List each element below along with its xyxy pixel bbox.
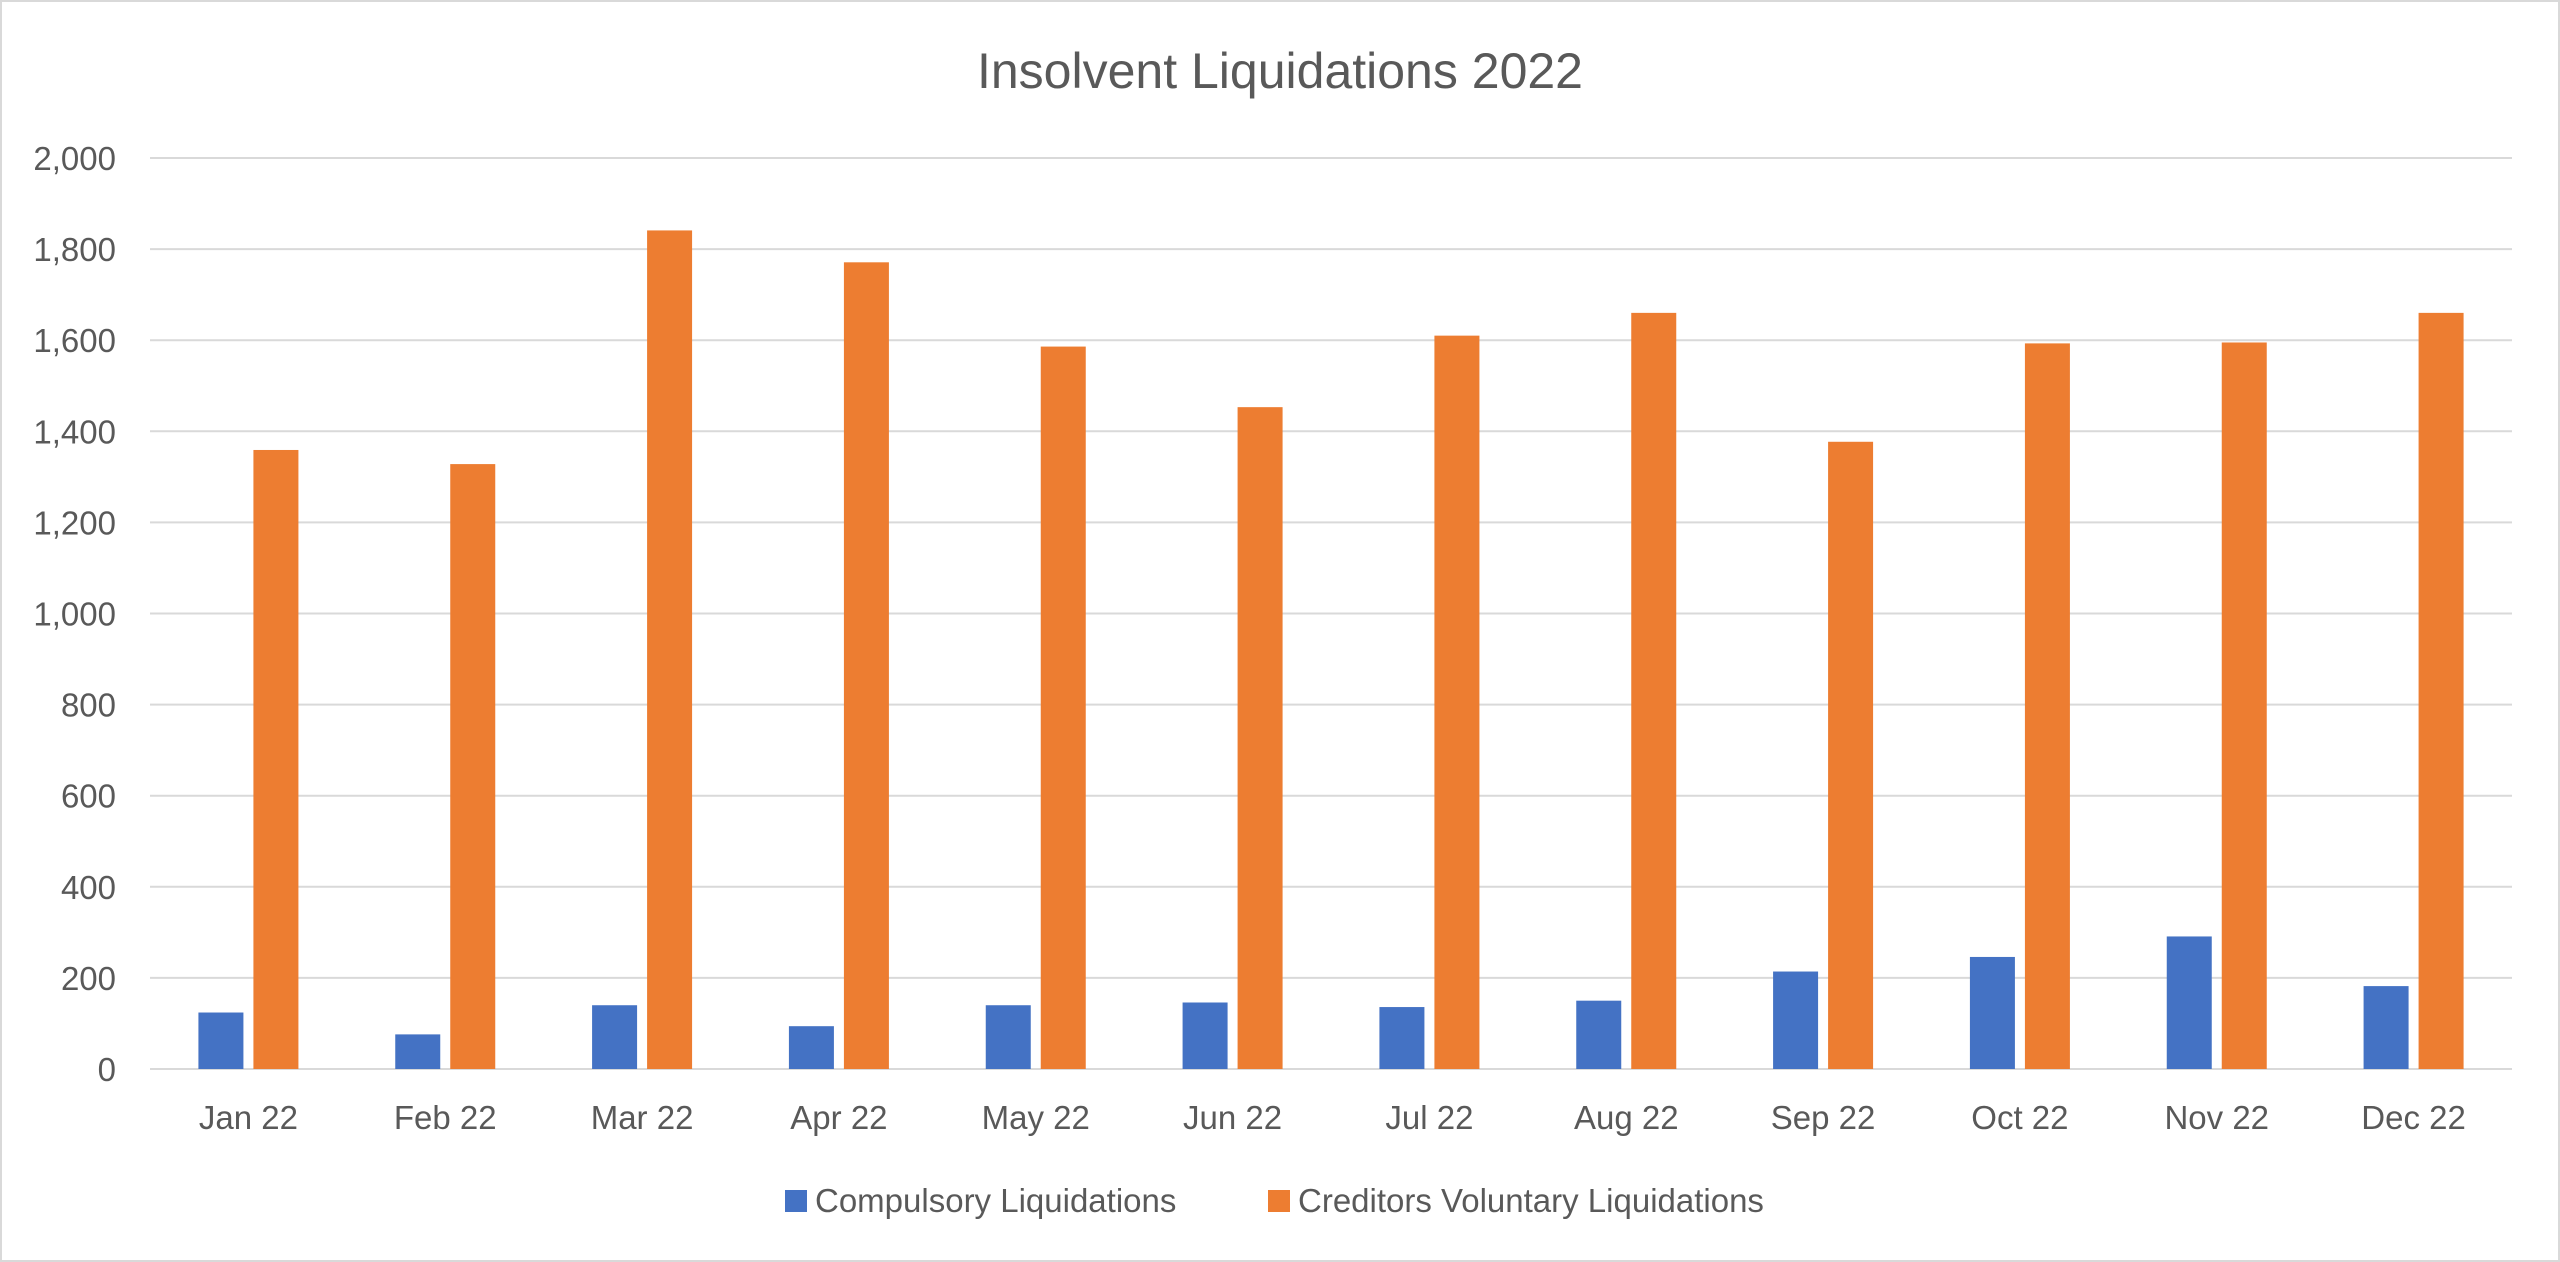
bar-creditors-voluntary bbox=[2221, 342, 2267, 1069]
x-tick-label: Mar 22 bbox=[591, 1099, 694, 1136]
legend: Compulsory Liquidations Creditors Volunta… bbox=[785, 1182, 1764, 1219]
x-tick-label: Aug 22 bbox=[1574, 1099, 1679, 1136]
bar-compulsory bbox=[1576, 1000, 1622, 1069]
x-tick-label: Apr 22 bbox=[790, 1099, 887, 1136]
bar-compulsory bbox=[2363, 986, 2409, 1069]
bar-compulsory bbox=[395, 1034, 441, 1069]
x-tick-label: Feb 22 bbox=[394, 1099, 497, 1136]
y-tick-label: 2,000 bbox=[33, 140, 116, 177]
bar-compulsory bbox=[1379, 1007, 1425, 1069]
bar-creditors-voluntary bbox=[843, 262, 889, 1069]
y-axis-tick-labels: 0 200 400 600 800 1,000 1,200 1,400 1,600 1,800 2,… bbox=[33, 140, 116, 1088]
bar-compulsory bbox=[198, 1012, 244, 1069]
y-tick-label: 1,000 bbox=[33, 596, 116, 633]
y-tick-label: 1,800 bbox=[33, 231, 116, 268]
bar-creditors-voluntary bbox=[253, 449, 299, 1070]
bar-compulsory bbox=[1182, 1002, 1228, 1069]
legend-label: Compulsory Liquidations bbox=[815, 1182, 1176, 1219]
y-tick-label: 0 bbox=[98, 1051, 116, 1088]
gridlines bbox=[150, 157, 2512, 1070]
bar-creditors-voluntary bbox=[1434, 335, 1480, 1069]
bar-compulsory bbox=[985, 1005, 1031, 1069]
chart-title: Insolvent Liquidations 2022 bbox=[977, 43, 1583, 99]
legend-swatch bbox=[785, 1190, 807, 1212]
x-tick-label: Oct 22 bbox=[1971, 1099, 2068, 1136]
x-axis-tick-labels: Jan 22 Feb 22 Mar 22 Apr 22 May 22 Jun 22 Jul … bbox=[199, 1099, 2466, 1136]
bar-creditors-voluntary bbox=[450, 464, 496, 1069]
bar-creditors-voluntary bbox=[1631, 312, 1677, 1069]
bar-compulsory bbox=[2166, 936, 2212, 1069]
y-tick-label: 1,200 bbox=[33, 504, 116, 541]
x-tick-label: Jul 22 bbox=[1385, 1099, 1473, 1136]
x-tick-label: Jan 22 bbox=[199, 1099, 298, 1136]
legend-label: Creditors Voluntary Liquidations bbox=[1298, 1182, 1764, 1219]
y-tick-label: 1,600 bbox=[33, 322, 116, 359]
bar-creditors-voluntary bbox=[647, 230, 693, 1069]
bar-creditors-voluntary bbox=[1828, 441, 1874, 1069]
y-tick-label: 400 bbox=[61, 869, 116, 906]
y-tick-label: 1,400 bbox=[33, 413, 116, 450]
bar-creditors-voluntary bbox=[1040, 346, 1086, 1069]
bar-compulsory bbox=[1969, 956, 2015, 1069]
x-tick-label: Sep 22 bbox=[1771, 1099, 1876, 1136]
x-tick-label: May 22 bbox=[982, 1099, 1090, 1136]
bars bbox=[198, 230, 2464, 1070]
bar-compulsory bbox=[788, 1026, 834, 1069]
bar-compulsory bbox=[1773, 971, 1819, 1069]
bar-creditors-voluntary bbox=[2024, 343, 2070, 1069]
bar-creditors-voluntary bbox=[1237, 407, 1283, 1069]
x-tick-label: Jun 22 bbox=[1183, 1099, 1282, 1136]
bar-compulsory bbox=[592, 1005, 638, 1069]
x-tick-label: Nov 22 bbox=[2164, 1099, 2269, 1136]
y-tick-label: 800 bbox=[61, 687, 116, 724]
y-tick-label: 200 bbox=[61, 960, 116, 997]
x-tick-label: Dec 22 bbox=[2361, 1099, 2466, 1136]
legend-swatch bbox=[1268, 1190, 1290, 1212]
y-tick-label: 600 bbox=[61, 778, 116, 815]
bar-creditors-voluntary bbox=[2418, 312, 2464, 1069]
